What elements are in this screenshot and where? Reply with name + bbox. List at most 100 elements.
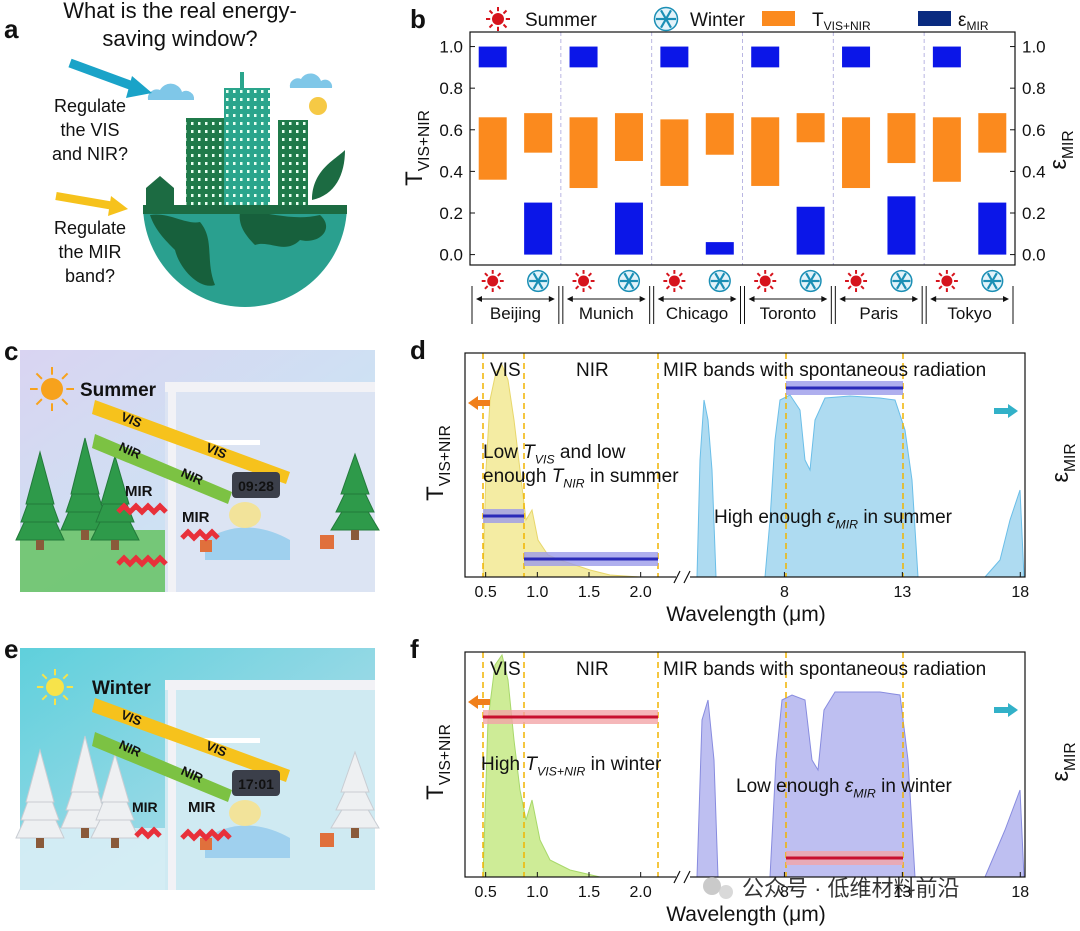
snow-arm	[718, 272, 726, 282]
tree	[25, 450, 55, 505]
y-tick-label: 0.6	[439, 121, 463, 140]
range-bar	[932, 46, 961, 68]
legend-main: T	[812, 10, 824, 31]
watermark-icon	[703, 877, 721, 895]
snow-arm	[537, 280, 544, 290]
legend-main: ε	[958, 10, 967, 31]
band-label: VIS	[490, 659, 521, 680]
shelf	[200, 738, 260, 743]
panel-letter: f	[410, 634, 419, 664]
sun-ray	[938, 272, 943, 277]
question: Regulate	[54, 96, 126, 116]
x-axis-label: Wavelength (μm)	[666, 903, 826, 926]
x-axis-label: Wavelength (μm)	[666, 603, 826, 626]
ground	[143, 205, 347, 214]
snow-arm	[900, 280, 907, 290]
sun-ray	[41, 694, 48, 701]
snow-arm	[623, 272, 630, 282]
tree	[25, 748, 55, 803]
label-main: ε	[1047, 771, 1074, 782]
sun-ray	[35, 398, 43, 406]
snow-arm	[809, 280, 817, 290]
band-label: NIR	[576, 360, 609, 381]
label-sub: MIR	[1060, 130, 1077, 159]
label-main: T	[422, 785, 449, 800]
snow-arm	[532, 272, 540, 282]
annotation-run: VIS+NIR	[537, 765, 585, 779]
pot	[200, 838, 212, 850]
arrow-head	[108, 196, 128, 216]
clock	[232, 770, 280, 796]
range-bar	[887, 113, 916, 164]
y2-tick-label: 0.6	[1022, 121, 1046, 140]
continent	[150, 214, 215, 286]
band-label: NIR	[576, 659, 609, 680]
y-tick-label: 0.0	[439, 246, 463, 265]
snow-arm	[665, 9, 672, 20]
y2-tick-label: 0.4	[1022, 162, 1046, 181]
x-tick-label: 0.5	[475, 584, 497, 601]
annotation-run: MIR	[835, 518, 858, 532]
clock-text: 17:01	[238, 776, 274, 792]
snow-arm	[628, 272, 635, 282]
panel-letter: c	[4, 336, 18, 366]
label: VIS	[204, 440, 229, 462]
snow-arm	[532, 280, 540, 290]
label-sub: MIR	[1062, 443, 1079, 472]
panel-a-art	[55, 58, 347, 307]
snow-arm	[718, 280, 726, 290]
range-bar	[932, 117, 961, 182]
legend-swatch	[918, 11, 951, 26]
band-label: VIS	[490, 360, 521, 381]
sun-ray	[769, 272, 774, 277]
sun-ray	[61, 372, 69, 380]
sun-icon	[46, 678, 64, 696]
building	[186, 118, 224, 205]
x-tick-label: 2.0	[630, 584, 652, 601]
sun-ray	[497, 285, 502, 290]
roof	[165, 680, 375, 690]
annotation-run: T	[552, 466, 565, 487]
label-main: T	[401, 171, 428, 186]
y-tick-label: 0.2	[439, 204, 463, 223]
plot-frame	[464, 352, 1026, 578]
range-bar	[569, 46, 598, 68]
sun-ray	[665, 285, 671, 290]
range-bar	[978, 202, 1007, 255]
spectrum-curve	[482, 653, 601, 878]
band-label: MIR bands with spontaneous radiation	[663, 360, 986, 381]
trunk	[351, 530, 359, 540]
range-bar	[614, 202, 643, 255]
annotation-run: NIR	[563, 477, 584, 491]
trunk	[81, 530, 89, 540]
trunk	[36, 540, 44, 550]
legend-sub: MIR	[966, 19, 988, 33]
y-tick-label: 1.0	[439, 38, 463, 57]
sun-ray	[860, 285, 865, 290]
legend-label: TVIS+NIR	[812, 10, 871, 33]
label-main: ε	[1047, 472, 1074, 483]
snow-arm	[986, 280, 994, 290]
sun-ray	[951, 272, 956, 277]
axis-label: TVIS+NIR	[422, 724, 454, 800]
legend-label: Summer	[525, 10, 597, 31]
snow-arm	[900, 272, 907, 282]
label-main: ε	[1045, 159, 1072, 170]
y2-tick-label: 0.0	[1022, 246, 1046, 265]
sun-ray	[756, 272, 761, 277]
snow-arm	[714, 272, 721, 282]
question: Regulate	[54, 218, 126, 238]
sun-icon	[941, 275, 953, 287]
cloud	[147, 83, 195, 100]
annotation-run: ε	[845, 776, 854, 797]
mir-wave	[180, 528, 220, 542]
annotation-run: ε	[827, 507, 836, 528]
tree	[340, 750, 370, 793]
arrow-head	[126, 76, 152, 98]
y2-tick-label: 1.0	[1022, 38, 1046, 57]
x-tick-label: 1.5	[578, 884, 600, 901]
label: MIR	[188, 799, 216, 816]
building	[278, 120, 308, 205]
range-bar	[660, 46, 689, 68]
